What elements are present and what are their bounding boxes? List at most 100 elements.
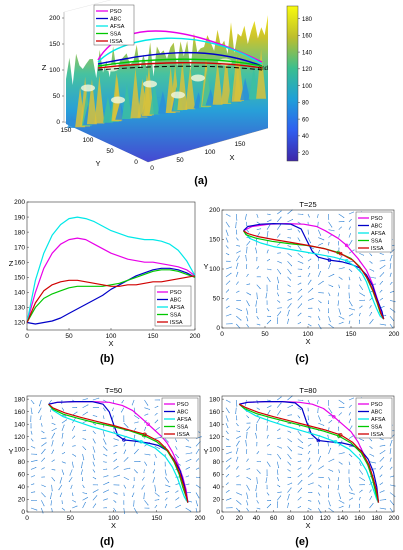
quiver-arrow xyxy=(195,441,201,447)
quiver-arrow xyxy=(235,407,237,414)
quiver-arrow xyxy=(359,476,365,481)
quiver-arrow xyxy=(318,281,324,285)
quiver-arrow xyxy=(92,495,98,501)
quiver-arrow-head xyxy=(169,486,171,488)
quiver-arrow-head xyxy=(200,436,202,438)
quiver-arrow-head xyxy=(269,409,271,411)
quiver-arrow xyxy=(185,475,189,478)
quiver-arrow-head xyxy=(320,302,322,304)
quiver-arrow xyxy=(317,316,321,320)
quiver-arrow-head xyxy=(327,434,329,436)
quiver-arrow-head xyxy=(52,440,54,442)
quiver-arrow-head xyxy=(257,216,259,218)
quiver-arrow-head xyxy=(360,280,362,282)
quiver-arrow-head xyxy=(108,481,110,483)
quiver-arrow xyxy=(287,446,292,452)
quiver-arrow xyxy=(225,407,230,413)
panel-e-x-axis-label: X xyxy=(305,521,310,530)
quiver-arrow xyxy=(338,461,343,465)
quiver-arrow-head xyxy=(317,449,319,451)
panel-a-y-tick-label: 50 xyxy=(106,148,114,155)
quiver-arrow-head xyxy=(269,444,270,446)
quiver-arrow xyxy=(41,442,47,447)
quiver-arrow-head xyxy=(269,465,271,467)
quiver-arrow xyxy=(287,405,293,408)
quiver-arrow-head xyxy=(280,402,282,404)
quiver-arrow-head xyxy=(237,262,239,264)
quiver-arrow xyxy=(154,413,158,416)
panel-e-x-tick-label: 160 xyxy=(354,515,365,522)
quiver-arrow xyxy=(113,500,116,503)
quiver-arrow xyxy=(121,399,125,403)
quiver-arrow xyxy=(38,407,42,413)
quiver-arrow-head xyxy=(236,219,238,221)
quiver-arrow xyxy=(276,276,279,283)
quiver-arrow xyxy=(389,448,392,455)
legend-entry-ssa: SSA xyxy=(110,32,121,38)
quiver-arrow-head xyxy=(351,489,353,491)
quiver-arrow-head xyxy=(240,494,242,496)
quiver-arrow-head xyxy=(51,510,53,512)
panel-c-x-tick-label: 50 xyxy=(261,331,269,338)
quiver-arrow-head xyxy=(382,439,384,441)
quiver-arrow xyxy=(287,469,291,472)
series-line-abc xyxy=(26,267,196,325)
quiver-arrow-head xyxy=(279,243,281,245)
quiver-arrow xyxy=(266,453,272,456)
quiver-arrow-head xyxy=(107,489,109,491)
quiver-arrow-head xyxy=(33,483,35,485)
quiver-arrow-head xyxy=(337,295,339,297)
quiver-arrow xyxy=(72,505,78,509)
quiver-arrow-head xyxy=(94,432,96,434)
quiver-arrow-head xyxy=(317,264,319,266)
quiver-arrow xyxy=(266,213,271,215)
quiver-arrow-head xyxy=(39,419,41,421)
quiver-arrow xyxy=(287,494,290,501)
quiver-arrow xyxy=(369,319,374,325)
quiver-arrow xyxy=(72,453,76,457)
panel-d-x-tick-label: 100 xyxy=(108,515,119,522)
quiver-arrow-head xyxy=(391,466,393,468)
quiver-arrow-head xyxy=(75,501,76,503)
panel-a-z-tick-label: 0 xyxy=(56,119,60,126)
quiver-arrow-head xyxy=(358,503,360,505)
legend-entry-afsa: AFSA xyxy=(110,24,125,30)
quiver-arrow-head xyxy=(227,297,229,299)
quiver-arrow xyxy=(297,438,303,443)
quiver-arrow xyxy=(131,399,135,406)
quiver-arrow xyxy=(41,449,46,455)
quiver-arrow-head xyxy=(300,496,302,498)
quiver-arrow xyxy=(246,241,251,246)
quiver-arrow xyxy=(61,415,66,417)
legend-entry-pso: PSO xyxy=(177,402,189,408)
waypoint-marker-afsa xyxy=(333,440,338,444)
quiver-arrow xyxy=(92,446,96,453)
quiver-arrow xyxy=(277,491,282,493)
quiver-arrow-head xyxy=(351,271,353,272)
quiver-arrow-head xyxy=(86,497,88,499)
quiver-arrow xyxy=(41,423,43,427)
panel-a-terrain-peak xyxy=(86,78,97,125)
quiver-arrow-head xyxy=(229,465,231,467)
panel-label-a: (a) xyxy=(194,175,208,187)
quiver-arrow-head xyxy=(93,465,95,467)
quiver-arrow xyxy=(236,436,241,439)
panel-d-y-tick-label: 180 xyxy=(14,396,25,403)
quiver-arrow xyxy=(72,500,76,503)
quiver-arrow xyxy=(164,504,167,509)
quiver-arrow-head xyxy=(131,496,133,498)
quiver-arrow xyxy=(92,422,96,425)
quiver-arrow xyxy=(246,247,248,254)
quiver-arrow xyxy=(225,289,229,293)
quiver-arrow xyxy=(307,213,310,218)
quiver-arrow xyxy=(287,245,291,248)
quiver-arrow xyxy=(225,266,232,270)
quiver-arrow xyxy=(61,419,67,424)
quiver-arrow-head xyxy=(319,503,321,505)
quiver-arrow-head xyxy=(302,448,304,449)
quiver-arrow-head xyxy=(343,502,345,504)
quiver-arrow xyxy=(318,237,324,241)
quiver-arrow-head xyxy=(228,289,230,291)
quiver-arrow-head xyxy=(247,313,249,315)
